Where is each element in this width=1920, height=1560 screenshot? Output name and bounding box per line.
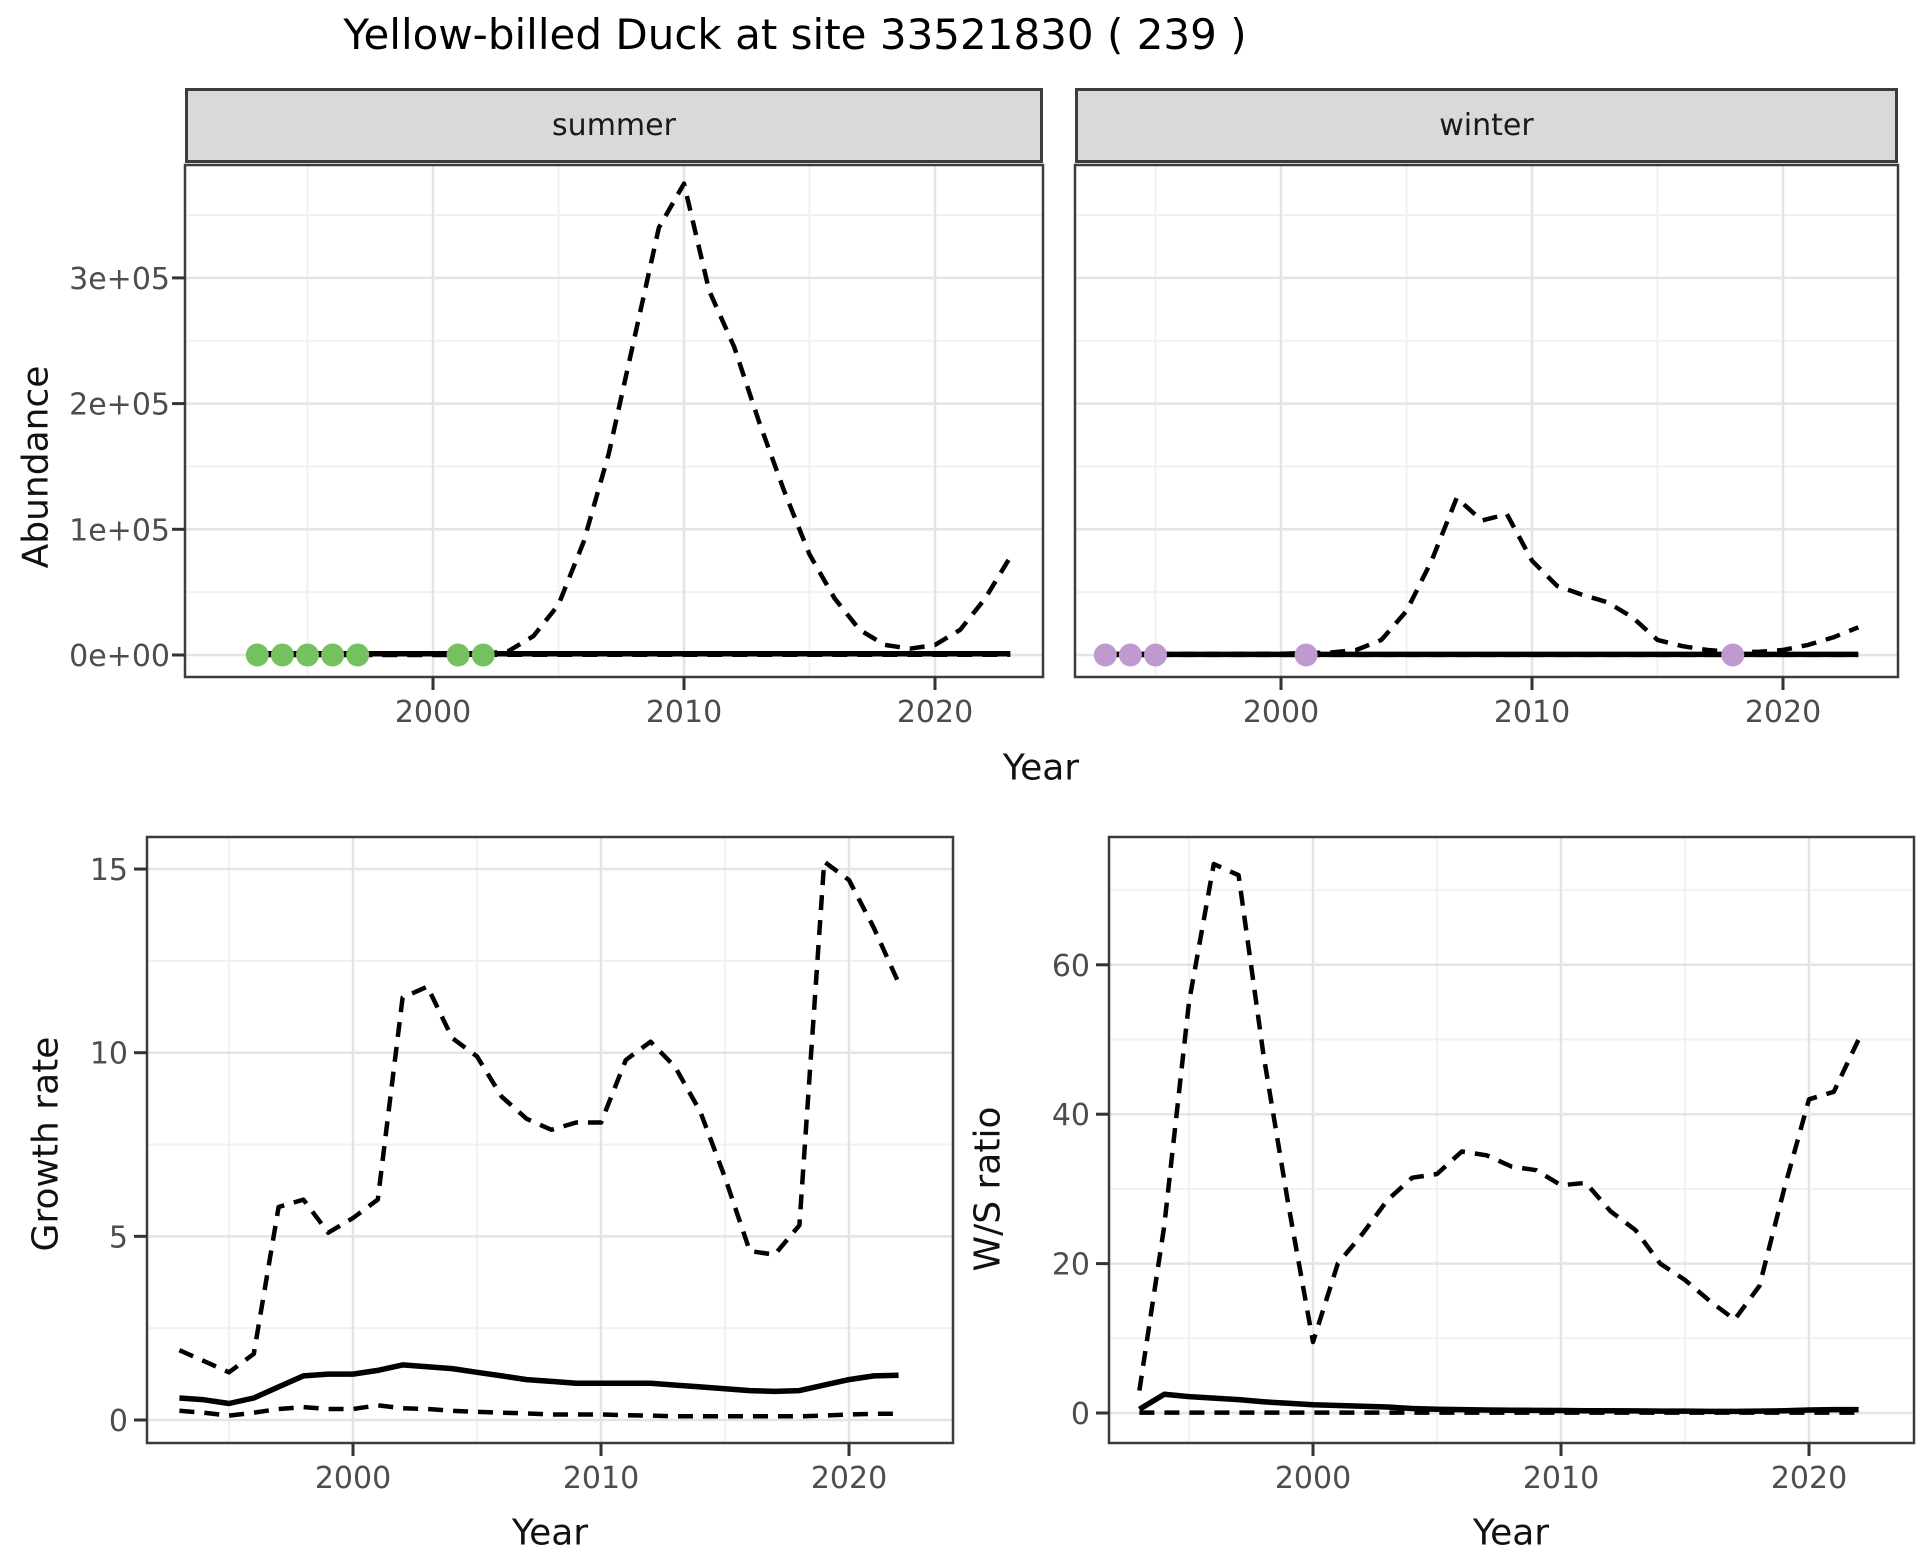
- tick-label: 2020: [811, 1461, 887, 1496]
- observed-point: [245, 643, 269, 667]
- tick-label: 2010: [563, 1461, 639, 1496]
- tick-label: 15: [90, 853, 128, 888]
- tick-label: 40: [1052, 1098, 1090, 1133]
- facet-strip-summer: summer: [185, 88, 1043, 163]
- ws-year-axis-title: Year: [1472, 1512, 1550, 1554]
- facet-strip-winter: winter: [1075, 88, 1898, 163]
- observed-point: [270, 643, 294, 667]
- observed-point: [1144, 643, 1167, 667]
- tick-label: 20: [1052, 1248, 1090, 1283]
- series-estimate: [179, 1362, 899, 1407]
- series-upper_ci: [178, 859, 901, 1375]
- tick-label: 2020: [1745, 695, 1821, 730]
- series-lower_ci: [179, 1403, 899, 1419]
- tick-label: 10: [90, 1037, 128, 1072]
- tick-label: 0e+00: [69, 639, 170, 674]
- growth-rate-axis-title: Growth rate: [25, 1036, 67, 1252]
- growth-year-axis-title: Year: [511, 1512, 589, 1554]
- panel-abundance-winter: 2000 2010 2020: [1073, 163, 1900, 730]
- tick-label: 2e+05: [69, 388, 170, 423]
- tick-label: 2020: [897, 695, 973, 730]
- tick-label: 60: [1052, 949, 1090, 984]
- tick-label: 2000: [395, 695, 471, 730]
- tick-label: 1e+05: [69, 513, 170, 548]
- panel-abundance-summer: 2000 2010 2020 0e+00 1e+05 2e+05 3e+05: [69, 163, 1045, 730]
- panel-growth-rate: 2000 2010 2020 0 5 10 15: [90, 835, 955, 1496]
- observed-point: [471, 643, 495, 667]
- tick-label: 2010: [1494, 695, 1570, 730]
- tick-label: 3e+05: [69, 262, 170, 297]
- abundance-axis-title: Abundance: [15, 365, 57, 569]
- chart-title: Yellow-billed Duck at site 33521830 ( 23…: [343, 10, 1247, 59]
- tick-label: 5: [109, 1220, 128, 1255]
- tick-label: 0: [109, 1404, 128, 1439]
- observed-point: [1093, 643, 1117, 667]
- observed-point: [296, 643, 319, 667]
- observed-point: [446, 643, 470, 667]
- observed-point: [1294, 643, 1318, 667]
- series-estimate: [1137, 1391, 1859, 1415]
- ws-ratio-axis-title: W/S ratio: [967, 1106, 1009, 1272]
- tick-label: 2010: [1523, 1461, 1599, 1496]
- tick-label: 0: [1071, 1397, 1090, 1432]
- tick-label: 2000: [1243, 695, 1319, 730]
- observed-point: [1721, 643, 1745, 667]
- facet-strip-winter-label: winter: [1439, 108, 1534, 143]
- observed-point: [1118, 643, 1142, 667]
- observed-point: [346, 643, 370, 667]
- panel-ws-ratio: 2000 2010 2020 0 20 40 60: [1052, 835, 1916, 1496]
- top-year-axis-title: Year: [1002, 747, 1080, 789]
- series-upper_ci: [1137, 861, 1861, 1391]
- observed-point: [321, 643, 345, 667]
- tick-label: 2010: [646, 695, 722, 730]
- facet-strip-summer-label: summer: [552, 108, 676, 143]
- tick-label: 2000: [1275, 1461, 1351, 1496]
- tick-label: 2020: [1771, 1461, 1847, 1496]
- tick-label: 2000: [315, 1461, 391, 1496]
